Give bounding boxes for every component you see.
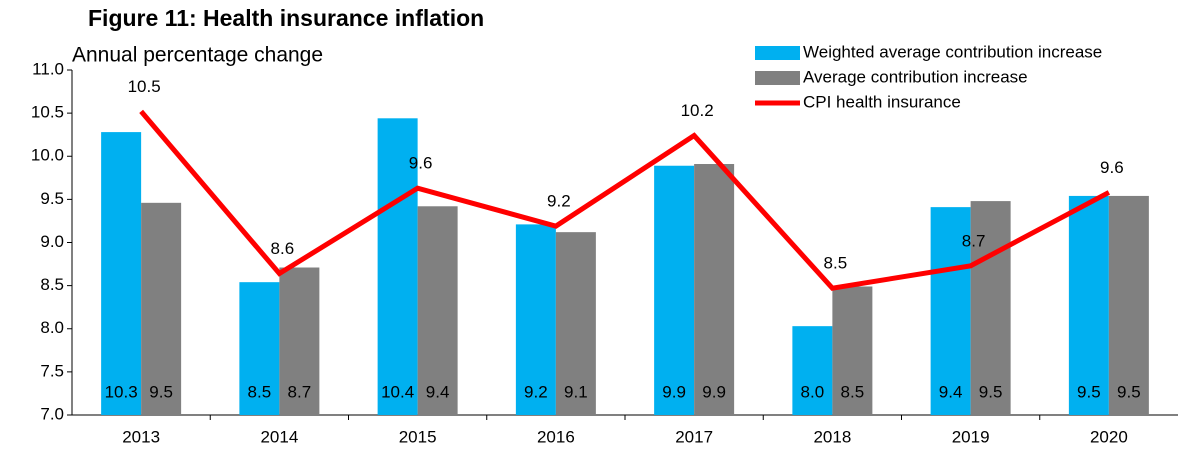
y-tick-label: 7.5 [40, 361, 64, 380]
bar [930, 207, 971, 415]
bar-label: 9.5 [149, 382, 173, 401]
bar [970, 201, 1011, 415]
bar [694, 164, 735, 415]
line-label: 10.2 [681, 101, 714, 120]
chart-subtitle: Annual percentage change [72, 44, 323, 67]
bar-label: 9.5 [979, 382, 1003, 401]
bar [141, 202, 182, 415]
y-tick-label: 8.0 [40, 318, 64, 337]
bar [654, 165, 695, 415]
bar [555, 232, 596, 415]
bar-label: 9.1 [564, 382, 588, 401]
bar [792, 326, 833, 415]
legend-label: CPI health insurance [803, 92, 961, 111]
line-label: 9.6 [409, 154, 433, 173]
x-tick-label: 2019 [952, 427, 990, 446]
line-label: 8.6 [271, 239, 295, 258]
line-label: 8.5 [824, 254, 848, 273]
x-tick-label: 2015 [399, 427, 437, 446]
bar-label: 9.4 [426, 382, 450, 401]
x-tick-label: 2020 [1090, 427, 1128, 446]
bar-label: 9.2 [524, 382, 548, 401]
y-tick-label: 10.0 [31, 146, 64, 165]
x-tick-label: 2017 [675, 427, 713, 446]
legend-swatch [755, 46, 800, 60]
bar-label: 8.5 [841, 382, 865, 401]
bar [101, 132, 142, 415]
y-tick-label: 9.0 [40, 232, 64, 251]
bar-label: 9.9 [662, 382, 686, 401]
bar [1068, 195, 1109, 415]
y-tick-label: 9.5 [40, 189, 64, 208]
bar-label: 9.4 [939, 382, 963, 401]
legend-label: Average contribution increase [803, 67, 1028, 86]
bar-label: 9.9 [702, 382, 726, 401]
y-tick-label: 11.0 [32, 59, 64, 78]
x-tick-label: 2013 [122, 427, 160, 446]
line-label: 8.7 [962, 231, 986, 250]
x-tick-label: 2018 [813, 427, 851, 446]
bar [515, 224, 556, 415]
line-label: 9.6 [1100, 158, 1124, 177]
bar [239, 282, 280, 415]
line-label: 10.5 [128, 77, 161, 96]
x-tick-label: 2016 [537, 427, 575, 446]
bar-label: 9.5 [1077, 382, 1101, 401]
line [139, 109, 1111, 291]
bar-label: 10.4 [381, 382, 414, 401]
legend-swatch [755, 71, 800, 85]
bar-label: 10.3 [105, 382, 138, 401]
y-tick-label: 8.5 [40, 275, 64, 294]
bar [1108, 195, 1149, 415]
bar-label: 8.7 [288, 382, 312, 401]
bar [377, 118, 418, 416]
x-tick-label: 2014 [260, 427, 298, 446]
y-tick-label: 10.5 [31, 103, 64, 122]
bar [417, 206, 458, 415]
bar [832, 286, 873, 415]
bar [279, 267, 320, 415]
legend-label: Weighted average contribution increase [803, 42, 1102, 61]
bar-label: 9.5 [1117, 382, 1141, 401]
bar-label: 8.5 [248, 382, 272, 401]
line-label: 9.2 [547, 192, 571, 211]
y-tick-label: 7.0 [40, 404, 64, 423]
bar-label: 8.0 [801, 382, 825, 401]
chart-title: Figure 11: Health insurance inflation [88, 5, 484, 31]
